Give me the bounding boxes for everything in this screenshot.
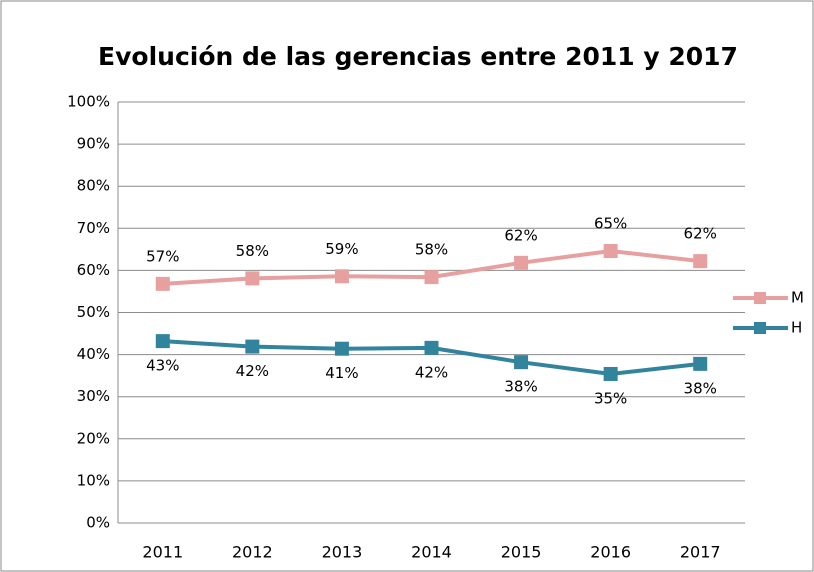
marker	[245, 271, 260, 286]
data-label: 42%	[415, 363, 448, 381]
marker	[155, 334, 170, 349]
x-tick-label: 2016	[590, 543, 631, 562]
data-label: 41%	[325, 364, 358, 382]
data-label: 59%	[325, 240, 358, 258]
y-tick-label: 70%	[77, 219, 110, 237]
chart-title: Evolución de las gerencias entre 2011 y …	[98, 42, 738, 71]
legend-label: M	[791, 289, 804, 307]
data-label: 62%	[684, 225, 717, 243]
marker	[424, 270, 439, 285]
data-label: 65%	[594, 215, 627, 233]
marker	[514, 255, 529, 270]
y-tick-label: 40%	[77, 345, 110, 363]
data-label: 58%	[236, 242, 269, 260]
legend-marker	[754, 322, 766, 334]
marker	[693, 356, 708, 371]
data-label: 43%	[146, 357, 179, 375]
y-tick-label: 0%	[86, 514, 110, 532]
x-tick-label: 2017	[680, 543, 721, 562]
marker	[693, 254, 708, 269]
y-tick-label: 90%	[77, 135, 110, 153]
x-tick-label: 2015	[501, 543, 542, 562]
marker	[334, 269, 349, 284]
x-tick-label: 2012	[232, 543, 273, 562]
legend-marker	[754, 292, 766, 304]
legend-label: H	[791, 319, 802, 337]
y-tick-label: 80%	[77, 177, 110, 195]
data-label: 38%	[504, 378, 537, 396]
data-label: 35%	[594, 389, 627, 407]
y-tick-label: 20%	[77, 429, 110, 447]
y-tick-label: 100%	[67, 93, 110, 111]
marker	[603, 244, 618, 259]
marker	[155, 276, 170, 291]
data-label: 62%	[504, 226, 537, 244]
y-tick-label: 10%	[77, 471, 110, 489]
marker	[334, 341, 349, 356]
marker	[603, 366, 618, 381]
x-tick-label: 2014	[411, 543, 452, 562]
y-tick-label: 60%	[77, 261, 110, 279]
data-label: 57%	[146, 247, 179, 265]
y-tick-label: 30%	[77, 387, 110, 405]
marker	[424, 340, 439, 355]
data-label: 38%	[684, 379, 717, 397]
x-tick-label: 2011	[142, 543, 183, 562]
marker	[514, 355, 529, 370]
data-label: 58%	[415, 241, 448, 259]
data-label: 42%	[236, 362, 269, 380]
marker	[245, 339, 260, 354]
x-tick-label: 2013	[322, 543, 363, 562]
y-tick-label: 50%	[77, 303, 110, 321]
